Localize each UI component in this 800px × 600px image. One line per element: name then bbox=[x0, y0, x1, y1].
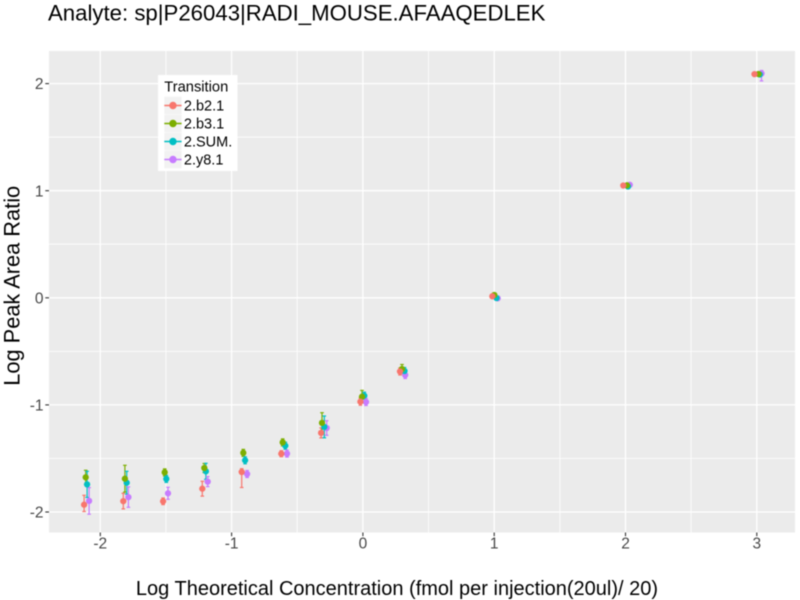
svg-text:0: 0 bbox=[359, 536, 368, 553]
svg-text:-1: -1 bbox=[30, 398, 44, 415]
svg-text:2.b2.1: 2.b2.1 bbox=[184, 98, 224, 114]
svg-text:Analyte: sp|P26043|RADI_MOUSE.: Analyte: sp|P26043|RADI_MOUSE.AFAAQEDLEK bbox=[48, 1, 546, 26]
svg-text:-2: -2 bbox=[93, 536, 107, 553]
svg-text:Log Peak Area Ratio: Log Peak Area Ratio bbox=[0, 186, 25, 386]
svg-text:2.y8.1: 2.y8.1 bbox=[184, 152, 224, 168]
svg-text:2.b3.1: 2.b3.1 bbox=[184, 116, 224, 132]
svg-text:Transition: Transition bbox=[164, 80, 228, 96]
svg-text:-1: -1 bbox=[225, 536, 239, 553]
svg-text:-2: -2 bbox=[30, 505, 44, 522]
svg-text:1: 1 bbox=[490, 536, 499, 553]
svg-text:Log Theoretical Concentration: Log Theoretical Concentration (fmol per … bbox=[136, 578, 658, 600]
svg-text:2: 2 bbox=[35, 76, 44, 93]
svg-text:2: 2 bbox=[621, 536, 630, 553]
svg-text:0: 0 bbox=[35, 290, 44, 307]
svg-text:1: 1 bbox=[35, 183, 44, 200]
svg-text:2.SUM.: 2.SUM. bbox=[184, 134, 232, 150]
svg-text:3: 3 bbox=[752, 536, 761, 553]
